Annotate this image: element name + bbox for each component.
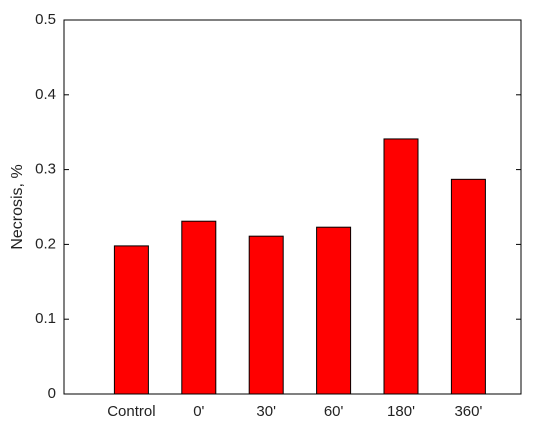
y-tick-label: 0.5	[35, 11, 56, 28]
y-tick-label: 0.4	[35, 86, 56, 103]
y-tick-label: 0.1	[35, 310, 56, 327]
y-tick-label: 0.2	[35, 235, 56, 252]
bar	[450, 178, 486, 395]
x-tick-label: 60'	[324, 403, 344, 420]
bar	[316, 226, 352, 395]
bar	[248, 235, 284, 395]
x-tick-label: 30'	[256, 403, 276, 420]
x-tick-label: 0'	[193, 403, 204, 420]
bar	[383, 138, 419, 395]
bar	[181, 220, 217, 395]
x-tick-label: Control	[107, 403, 155, 420]
y-axis-label: Necrosis, %	[9, 164, 26, 249]
x-tick-label: 360'	[454, 403, 482, 420]
y-tick-label: 0.3	[35, 161, 56, 178]
x-tick-label: 180'	[387, 403, 415, 420]
y-tick-label: 0	[48, 385, 56, 402]
bar	[113, 245, 149, 395]
